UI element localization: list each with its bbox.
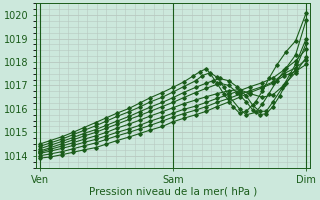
X-axis label: Pression niveau de la mer( hPa ): Pression niveau de la mer( hPa ) bbox=[89, 187, 257, 197]
